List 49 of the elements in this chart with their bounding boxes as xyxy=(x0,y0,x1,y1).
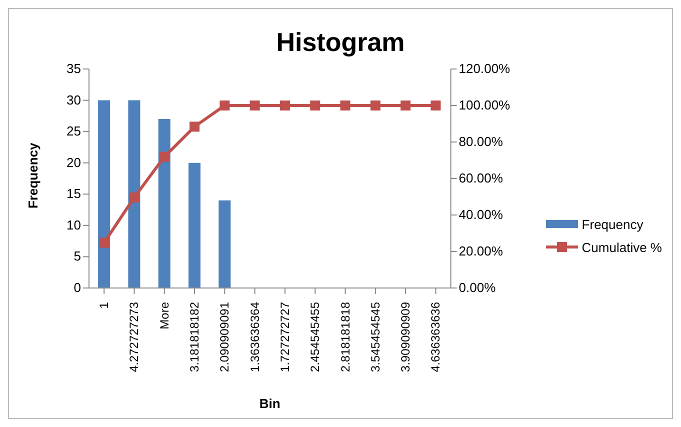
point xyxy=(400,100,411,110)
y2-tick-label: 0.00% xyxy=(458,280,496,295)
y-tick-label: 10 xyxy=(66,217,81,232)
x-axis-title: Bin xyxy=(259,396,280,411)
bar xyxy=(218,200,231,288)
point xyxy=(310,100,320,110)
legend-label: Cumulative % xyxy=(582,240,662,254)
point xyxy=(280,100,290,110)
y2-tick-label: 60.00% xyxy=(458,170,504,186)
y-tick-label: 20 xyxy=(66,154,81,170)
point xyxy=(99,238,110,248)
x-tick-label: 2.818181818 xyxy=(338,302,352,372)
point xyxy=(430,100,441,110)
y2-tick-label: 40.00% xyxy=(458,207,504,222)
chart-title: Histogram xyxy=(275,27,406,59)
x-tick-label: 2.090909091 xyxy=(218,302,232,372)
point xyxy=(159,152,170,162)
point xyxy=(220,100,230,110)
legend-label: Frequency xyxy=(582,216,644,232)
y-tick-label: 0 xyxy=(74,280,81,295)
x-tick-label: 4.272727273 xyxy=(127,302,142,372)
y-tick-label: 35 xyxy=(66,61,81,76)
point xyxy=(190,122,200,132)
x-tick-label: 3.909090909 xyxy=(398,302,413,372)
y-tick-label: 25 xyxy=(66,124,81,139)
point xyxy=(250,100,260,110)
bar xyxy=(128,100,140,288)
y-tick-label: 15 xyxy=(66,186,81,202)
bar xyxy=(188,162,200,288)
bar xyxy=(158,119,170,288)
y2-tick-label: 20.00% xyxy=(458,244,504,258)
x-tick-label: 1.727272727 xyxy=(278,302,292,372)
bar xyxy=(98,100,110,288)
point xyxy=(340,100,350,110)
x-tick-label: 2.454545455 xyxy=(308,302,322,372)
y-tick-label: 5 xyxy=(74,248,81,264)
y2-tick-label: 80.00% xyxy=(458,134,504,149)
y-axis-title: Frequency xyxy=(26,142,41,208)
y-tick-label: 30 xyxy=(66,92,81,108)
x-tick-label: 1 xyxy=(97,302,112,309)
point xyxy=(370,100,380,110)
y2-tick-label: 100.00% xyxy=(458,98,511,112)
x-tick-label: 1.363636364 xyxy=(248,302,262,372)
y2-tick-label: 120.00% xyxy=(458,61,511,76)
x-tick-label: 4.636363636 xyxy=(428,302,443,372)
x-tick-label: 3.545454545 xyxy=(368,302,382,372)
point xyxy=(129,192,140,202)
x-tick-label: More xyxy=(157,302,172,330)
x-tick-label: 3.181818182 xyxy=(188,302,202,372)
